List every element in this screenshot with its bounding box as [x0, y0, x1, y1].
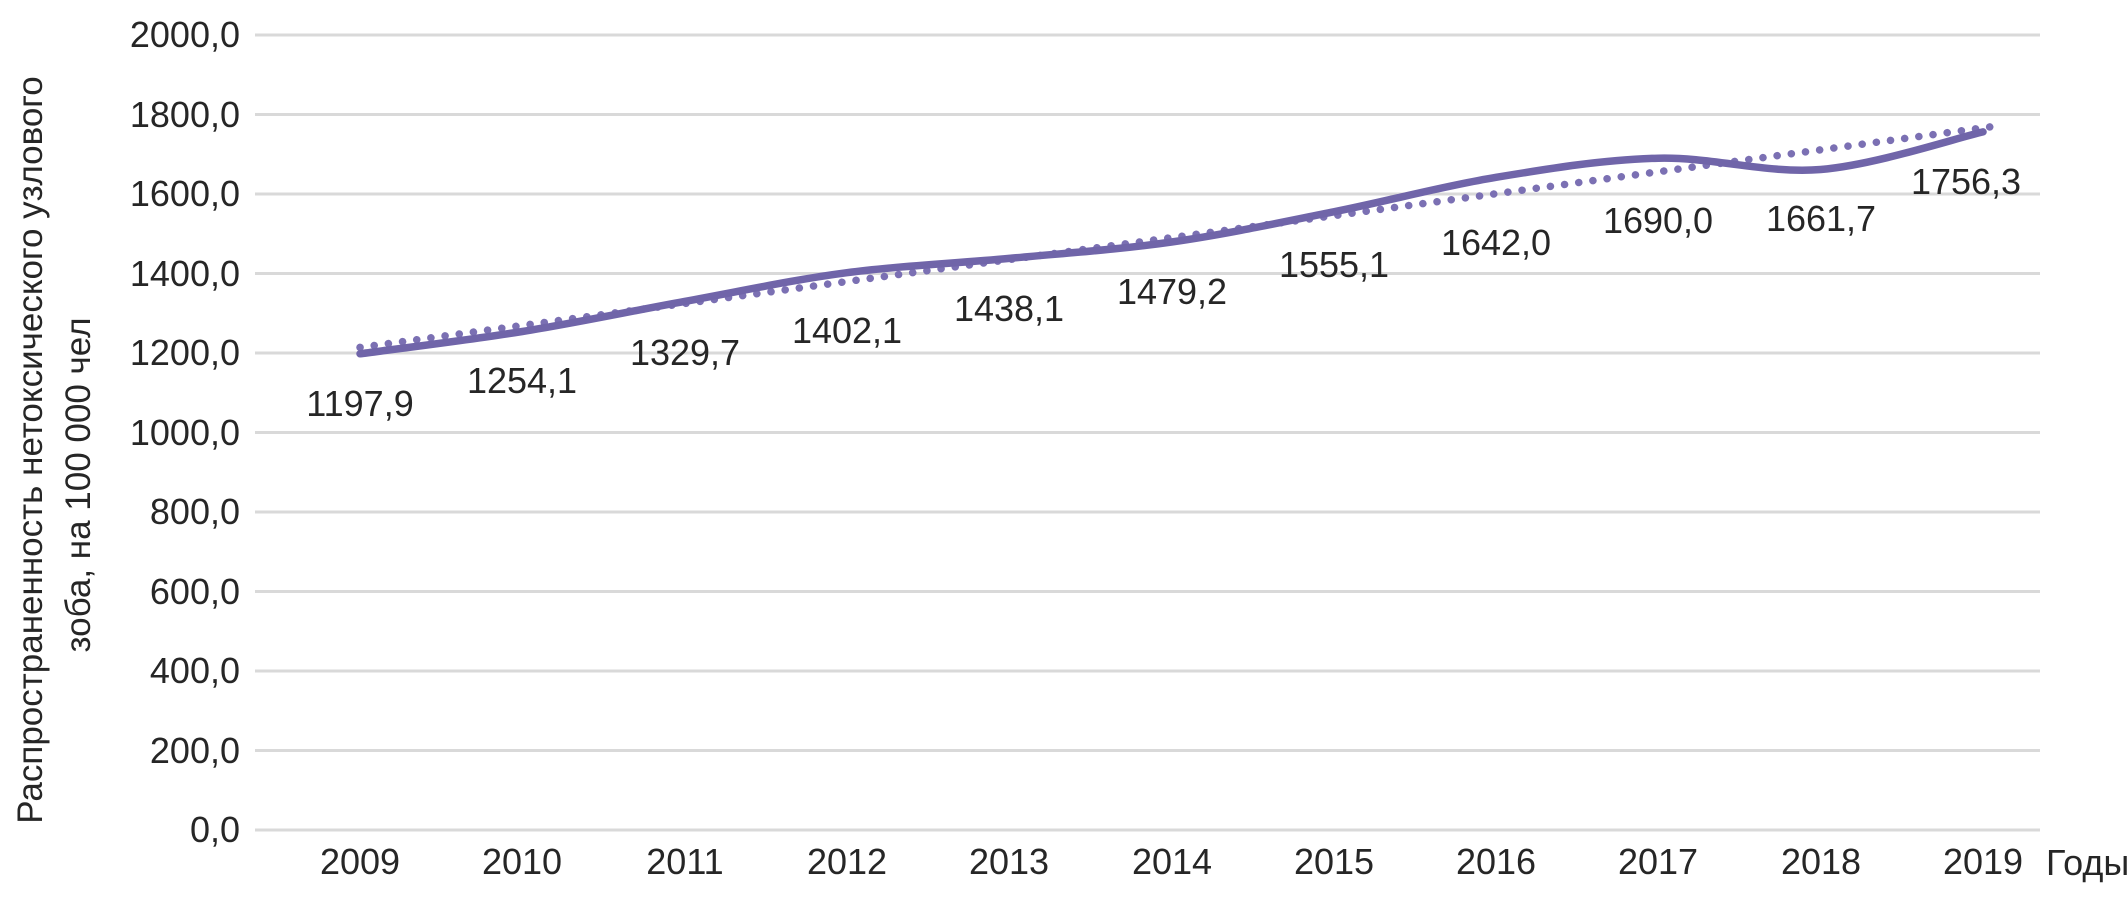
y-tick-label: 1600,0	[129, 173, 240, 214]
data-label: 1197,9	[306, 383, 414, 424]
data-label: 1438,1	[953, 288, 1065, 329]
x-tick-label: 2015	[1293, 841, 1375, 882]
y-tick-label: 200,0	[149, 730, 240, 771]
y-tick-label: 1800,0	[129, 94, 240, 135]
x-tick-label: 2013	[968, 841, 1050, 882]
x-tick-label: 2016	[1455, 841, 1537, 882]
series-line	[356, 128, 1987, 358]
x-tick-label: 2014	[1131, 841, 1213, 882]
y-tick-label: 0,0	[189, 809, 240, 850]
x-tick-label: 2009	[319, 841, 401, 882]
y-tick-label: 1000,0	[129, 412, 240, 453]
y-tick-label: 2000,0	[129, 14, 240, 55]
x-tick-label: 2010	[481, 841, 563, 882]
data-label: 1690,0	[1602, 200, 1714, 241]
y-tick-label: 1200,0	[129, 332, 240, 373]
data-label: 1254,1	[466, 360, 578, 401]
y-tick-label: 800,0	[149, 491, 240, 532]
x-tick-label: 2018	[1780, 841, 1862, 882]
x-axis-title: Годы	[2046, 842, 2127, 883]
data-label: 1329,7	[629, 332, 741, 373]
data-label: 1661,7	[1765, 198, 1877, 239]
x-tick-label: 2012	[806, 841, 888, 882]
x-tick-label: 2011	[646, 841, 724, 882]
data-label: 1756,3	[1910, 161, 2022, 202]
x-tick-label: 2017	[1617, 841, 1699, 882]
x-tick-label: 2019	[1942, 841, 2024, 882]
data-label: 1402,1	[791, 310, 903, 351]
y-tick-label: 1400,0	[129, 253, 240, 294]
data-label: 1642,0	[1440, 222, 1552, 263]
y-tick-label: 400,0	[149, 650, 240, 691]
data-label: 1479,2	[1116, 271, 1228, 312]
y-tick-label: 600,0	[149, 571, 240, 612]
data-label: 1555,1	[1278, 244, 1390, 285]
